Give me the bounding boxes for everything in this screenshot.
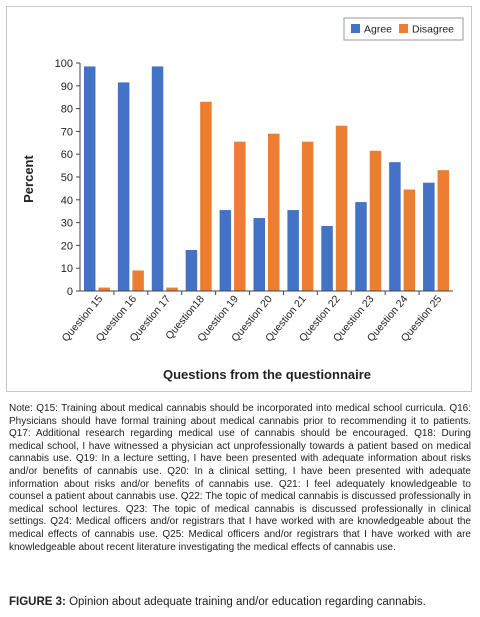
figure-note: Note: Q15: Training about medical cannab…	[9, 403, 471, 553]
y-tick-label: 20	[61, 240, 73, 252]
y-tick-label: 0	[67, 286, 73, 298]
figure-caption: FIGURE 3: Opinion about adequate trainin…	[9, 596, 475, 608]
bar-disagree-3	[166, 287, 178, 291]
bar-agree-2	[117, 82, 130, 291]
x-axis-label: Questions from the questionnaire	[163, 367, 371, 382]
bar-agree-9	[355, 202, 367, 291]
bar-disagree-8	[335, 125, 348, 291]
bar-agree-4	[185, 249, 198, 291]
y-tick-label: 40	[61, 195, 73, 207]
y-tick-label: 10	[61, 263, 73, 275]
y-axis-label: Percent	[21, 154, 36, 202]
y-tick-label: 100	[55, 58, 73, 70]
legend-label-disagree: Disagree	[412, 24, 454, 36]
bar-disagree-2	[132, 270, 144, 291]
bars	[83, 66, 450, 291]
y-tick-label: 80	[61, 104, 73, 116]
bar-disagree-6	[268, 133, 280, 291]
y-tick-label: 60	[61, 149, 73, 161]
chart-frame: 0 10 20 30 40 50 60 70 80 90 100 Question 15 Questi…	[6, 6, 472, 392]
legend-label-agree: Agree	[364, 24, 392, 36]
bar-disagree-4	[200, 101, 212, 291]
bar-agree-5	[219, 210, 232, 291]
y-tick-label: 70	[61, 126, 73, 138]
bar-agree-6	[253, 218, 265, 291]
bar-disagree-1	[98, 287, 110, 291]
figure-caption-text: Opinion about adequate training and/or e…	[65, 596, 426, 608]
y-tick-label: 90	[61, 81, 73, 93]
bar-agree-11	[423, 182, 435, 291]
bar-agree-8	[321, 226, 333, 291]
bar-disagree-7	[301, 141, 314, 291]
y-tick-label: 50	[61, 172, 73, 184]
y-tick-label: 30	[61, 218, 73, 230]
bar-agree-1	[83, 66, 96, 291]
bar-disagree-11	[437, 170, 450, 291]
bar-agree-10	[389, 162, 401, 291]
bar-agree-7	[287, 210, 299, 291]
figure-caption-label: FIGURE 3:	[9, 596, 66, 608]
bar-agree-3	[151, 66, 164, 291]
bar-chart: 0 10 20 30 40 50 60 70 80 90 100 Question 15Questi…	[21, 17, 464, 382]
legend-swatch-disagree	[399, 24, 408, 33]
y-axis-ticks: 0 10 20 30 40 50 60 70 80 90 100	[55, 58, 80, 298]
bar-disagree-10	[403, 189, 416, 291]
legend: Agree Disagree	[343, 17, 464, 41]
bar-disagree-9	[369, 150, 382, 291]
legend-swatch-agree	[351, 24, 360, 33]
bar-disagree-5	[234, 141, 246, 291]
